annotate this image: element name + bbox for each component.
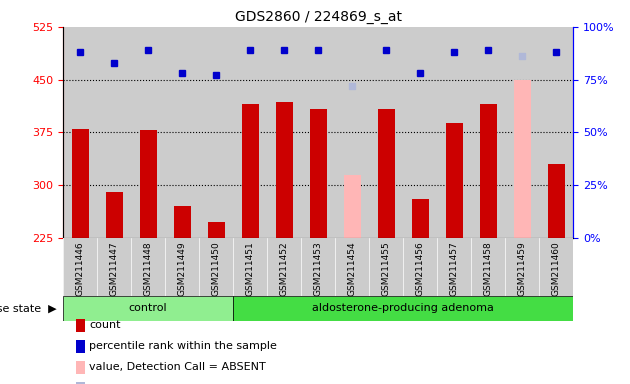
- Text: GSM211454: GSM211454: [348, 241, 357, 296]
- Bar: [335, 238, 369, 296]
- Bar: [301, 238, 335, 296]
- Bar: [199, 238, 233, 296]
- Bar: [140, 131, 156, 238]
- Text: aldosterone-producing adenoma: aldosterone-producing adenoma: [312, 303, 494, 313]
- Bar: [242, 104, 259, 238]
- Bar: [199, 27, 233, 238]
- Bar: [480, 104, 496, 238]
- Text: control: control: [129, 303, 168, 313]
- Bar: [267, 27, 301, 238]
- Bar: [72, 129, 88, 238]
- Bar: [471, 238, 505, 296]
- Bar: [208, 222, 225, 238]
- Bar: [437, 238, 471, 296]
- Bar: [174, 207, 190, 238]
- Bar: [514, 80, 531, 238]
- Text: GSM211449: GSM211449: [178, 241, 186, 296]
- Text: GSM211453: GSM211453: [314, 241, 323, 296]
- Text: percentile rank within the sample: percentile rank within the sample: [89, 341, 277, 351]
- Bar: [233, 238, 267, 296]
- Text: GSM211452: GSM211452: [280, 241, 289, 296]
- Text: count: count: [89, 320, 121, 330]
- Bar: [276, 102, 292, 238]
- Text: GSM211457: GSM211457: [450, 241, 459, 296]
- Text: GSM211446: GSM211446: [76, 241, 84, 296]
- Bar: [106, 192, 122, 238]
- Bar: [131, 238, 165, 296]
- Bar: [548, 164, 565, 238]
- Bar: [471, 27, 505, 238]
- Bar: [63, 296, 233, 321]
- Bar: [97, 238, 131, 296]
- Text: GSM211455: GSM211455: [382, 241, 391, 296]
- Bar: [505, 27, 539, 238]
- Bar: [412, 199, 429, 238]
- Bar: [539, 27, 573, 238]
- Bar: [165, 238, 199, 296]
- Bar: [378, 109, 394, 238]
- Text: GSM211460: GSM211460: [552, 241, 561, 296]
- Text: GSM211447: GSM211447: [110, 241, 118, 296]
- Bar: [131, 27, 165, 238]
- Bar: [403, 27, 437, 238]
- Bar: [335, 27, 369, 238]
- Text: disease state  ▶: disease state ▶: [0, 303, 57, 313]
- Bar: [539, 238, 573, 296]
- Bar: [369, 238, 403, 296]
- Title: GDS2860 / 224869_s_at: GDS2860 / 224869_s_at: [234, 10, 402, 25]
- Text: value, Detection Call = ABSENT: value, Detection Call = ABSENT: [89, 362, 266, 372]
- Bar: [369, 27, 403, 238]
- Bar: [267, 238, 301, 296]
- Bar: [344, 175, 360, 238]
- Bar: [233, 296, 573, 321]
- Bar: [310, 109, 327, 238]
- Bar: [63, 27, 97, 238]
- Bar: [505, 238, 539, 296]
- Bar: [233, 27, 267, 238]
- Bar: [446, 123, 462, 238]
- Text: GSM211451: GSM211451: [246, 241, 255, 296]
- Text: GSM211456: GSM211456: [416, 241, 425, 296]
- Bar: [403, 238, 437, 296]
- Text: GSM211458: GSM211458: [484, 241, 493, 296]
- Bar: [165, 27, 199, 238]
- Bar: [301, 27, 335, 238]
- Bar: [63, 238, 97, 296]
- Text: GSM211448: GSM211448: [144, 241, 152, 296]
- Text: GSM211459: GSM211459: [518, 241, 527, 296]
- Bar: [97, 27, 131, 238]
- Text: GSM211450: GSM211450: [212, 241, 220, 296]
- Bar: [437, 27, 471, 238]
